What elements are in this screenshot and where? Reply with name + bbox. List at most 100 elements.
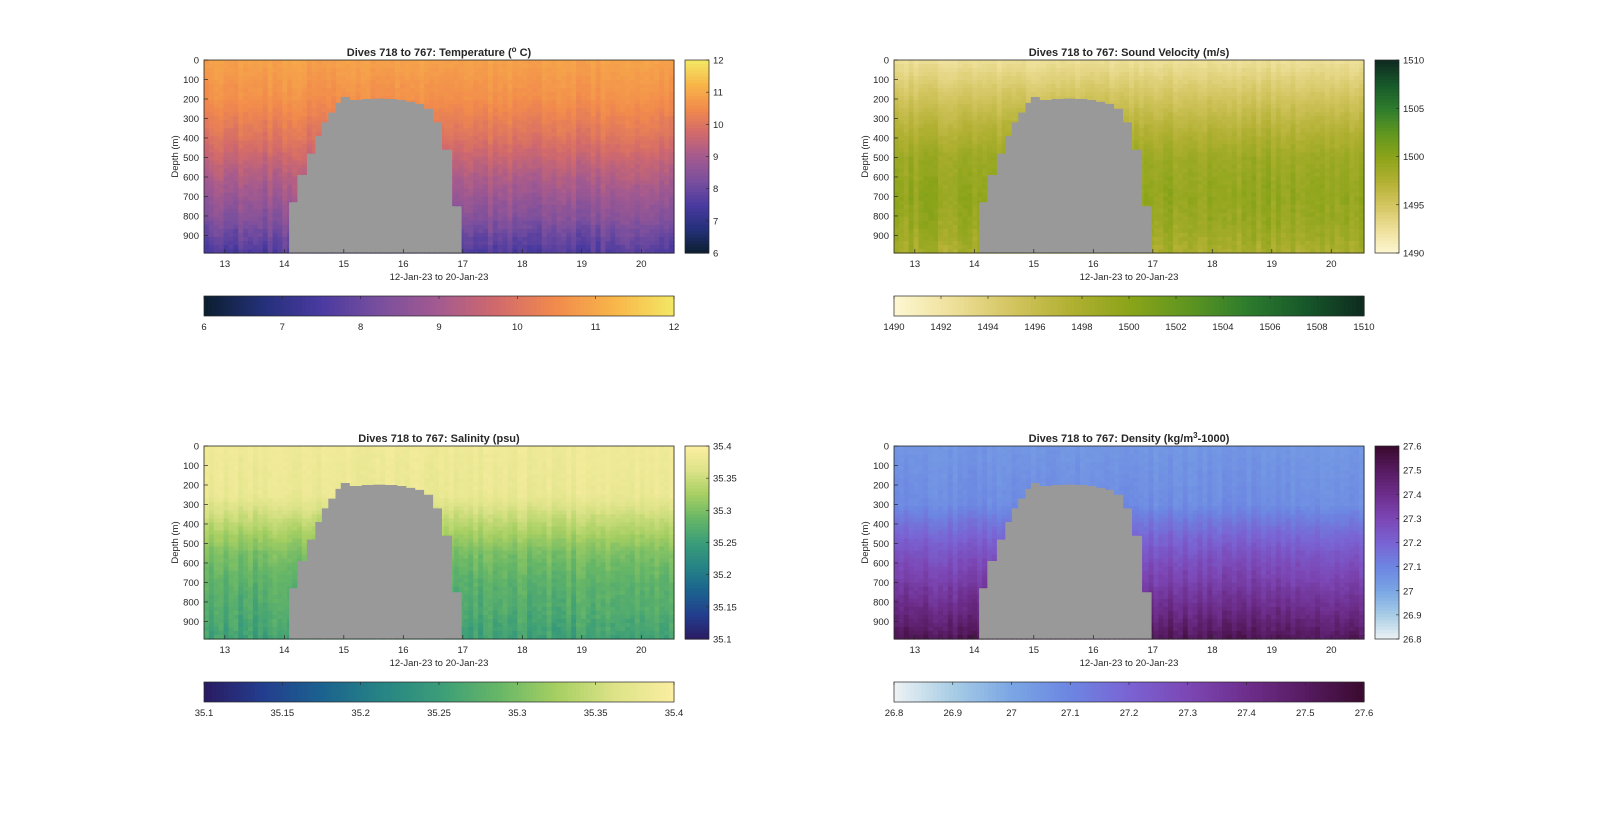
heatmap-cell [204,152,210,157]
heatmap-cell [263,104,269,109]
heatmap-cell [322,88,328,93]
heatmap-cell [542,161,548,166]
heatmap-cell [547,233,553,238]
heatmap-cell [552,241,558,246]
heatmap-cell [248,225,254,230]
heatmap-cell [459,201,465,206]
heatmap-cell [380,88,386,93]
heatmap-cell [468,112,474,117]
heatmap-cell [615,193,621,198]
heatmap-cell [625,201,631,206]
heatmap-cell [522,213,528,218]
heatmap-cell [630,197,636,202]
heatmap-cell [508,68,514,73]
colorbar-swatch [529,296,534,316]
heatmap-cell [659,237,665,242]
colorbar-swatch [322,296,327,316]
heatmap-cell [356,92,362,97]
heatmap-cell [645,205,651,210]
heatmap-cell [253,181,259,186]
heatmap-cell [635,213,641,218]
heatmap-cell [532,157,538,162]
chart-panel-sound-velocity: Dives 718 to 767: Sound Velocity (m/s)01… [860,47,1424,333]
heatmap-cell [620,233,626,238]
heatmap-cell [209,88,215,93]
heatmap-cell [449,128,455,133]
heatmap-cell [571,217,577,222]
heatmap-cell [635,205,641,210]
heatmap-cell [537,237,543,242]
heatmap-cell [248,100,254,105]
heatmap-cell [503,96,509,101]
heatmap-cell [463,185,469,190]
heatmap-cell [258,128,264,133]
heatmap-cell [581,144,587,149]
heatmap-cell [297,161,303,166]
heatmap-cell [547,60,553,65]
heatmap-cell [253,64,259,69]
heatmap-cell [336,64,342,69]
heatmap-cell [463,144,469,149]
heatmap-cell [312,96,318,101]
heatmap-cell [640,237,646,242]
heatmap-cell [664,169,670,174]
heatmap-cell [219,157,225,162]
colorbar-tick-label: 7 [713,216,718,227]
heatmap-cell [268,245,274,250]
heatmap-cell [566,92,572,97]
heatmap-cell [576,144,582,149]
heatmap-cell [601,173,607,178]
heatmap-cell [620,213,626,218]
colorbar-swatch [267,296,272,316]
heatmap-cell [557,161,563,166]
heatmap-cell [498,245,504,250]
heatmap-cell [390,72,396,77]
heatmap-cell [302,80,308,85]
heatmap-cell [273,76,279,81]
heatmap-cell [258,64,264,69]
heatmap-cell [601,152,607,157]
heatmap-cell [635,225,641,230]
heatmap-cell [488,152,494,157]
heatmap-cell [586,60,592,65]
heatmap-cell [605,116,611,121]
heatmap-cell [356,64,362,69]
heatmap-cell [258,68,264,73]
heatmap-cell [659,128,665,133]
heatmap-cell [532,128,538,133]
heatmap-cell [209,169,215,174]
heatmap-cell [214,193,220,198]
heatmap-cell [268,165,274,170]
y-tick-label: 0 [194,56,199,67]
heatmap-cell [566,116,572,121]
heatmap-cell [287,120,293,125]
heatmap-cell [253,92,259,97]
heatmap-cell [586,152,592,157]
heatmap-cell [268,100,274,105]
heatmap-cell [277,221,283,226]
heatmap-cell [454,112,460,117]
heatmap-cell [204,144,210,149]
heatmap-cell [581,213,587,218]
heatmap-cell [419,60,425,65]
heatmap-cell [635,229,641,234]
heatmap-cell [292,136,298,141]
heatmap-cell [596,120,602,125]
colorbar-swatch [275,296,280,316]
heatmap-cell [503,80,509,85]
heatmap-cell [219,128,225,133]
heatmap-cell [483,213,489,218]
heatmap-cell [517,132,523,137]
heatmap-cell [571,157,577,162]
heatmap-cell [527,221,533,226]
heatmap-cell [894,181,900,186]
heatmap-cell [571,213,577,218]
heatmap-cell [904,76,910,81]
heatmap-cell [204,245,210,250]
colorbar-swatch [412,296,417,316]
colorbar-swatch [685,60,709,64]
heatmap-cell [253,217,259,222]
heatmap-cell [493,96,499,101]
heatmap-cell [253,152,259,157]
heatmap-cell [488,112,494,117]
